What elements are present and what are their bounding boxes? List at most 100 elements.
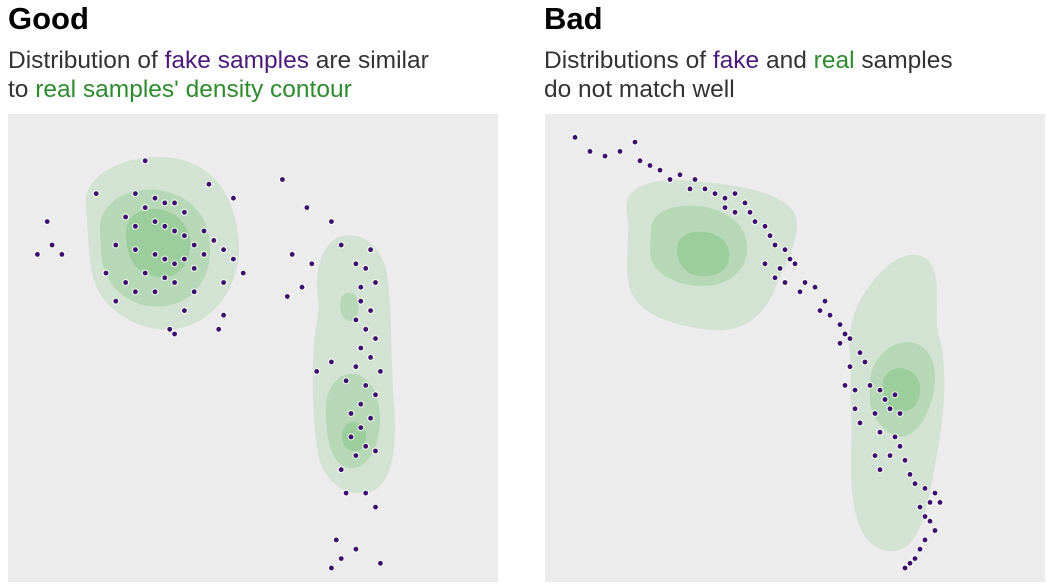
fake-sample-point <box>142 158 148 164</box>
real-samples-label: real samples' density contour <box>35 76 352 103</box>
fake-sample-point <box>182 308 187 313</box>
fake-sample-point <box>358 425 364 430</box>
fake-sample-point <box>280 177 285 182</box>
fake-sample-point <box>142 205 148 210</box>
fake-sample-point <box>772 242 778 248</box>
fake-sample-point <box>329 219 334 224</box>
fake-sample-point <box>797 289 803 295</box>
fake-sample-point <box>897 443 903 449</box>
fake-samples-label: fake <box>712 47 760 74</box>
fake-sample-point <box>299 284 305 290</box>
fake-sample-point <box>152 219 158 224</box>
fake-sample-point <box>133 247 138 253</box>
fake-sample-point <box>378 369 383 374</box>
fake-sample-point <box>892 392 898 398</box>
fake-sample-point <box>353 546 359 552</box>
fake-sample-point <box>852 387 858 393</box>
density-contour-inner <box>677 231 730 277</box>
subtitle-text: samples <box>854 47 953 74</box>
panel-title: Good <box>8 1 89 36</box>
fake-sample-point <box>932 528 938 533</box>
fake-sample-point <box>338 242 344 248</box>
fake-sample-point <box>284 294 290 299</box>
density-contour-outer <box>626 180 797 331</box>
fake-sample-point <box>363 326 369 332</box>
fake-sample-point <box>133 191 138 196</box>
fake-sample-point <box>172 228 178 234</box>
fake-sample-point <box>842 383 848 388</box>
fake-sample-point <box>172 280 178 285</box>
panel-subtitle: Distributions of fake and real samples d… <box>544 46 953 104</box>
fake-sample-point <box>657 167 663 173</box>
fake-sample-point <box>358 298 364 304</box>
fake-sample-point <box>692 177 698 182</box>
fake-sample-point <box>201 228 207 234</box>
fake-sample-point <box>329 565 334 571</box>
fake-sample-point <box>762 261 768 267</box>
fake-samples <box>33 157 384 572</box>
fake-sample-point <box>314 369 320 374</box>
fake-sample-point <box>907 472 913 477</box>
fake-sample-point <box>182 256 187 262</box>
fake-sample-point <box>240 270 246 276</box>
fake-sample-point <box>792 261 798 267</box>
fake-sample-point <box>373 336 378 341</box>
fake-sample-point <box>113 242 119 248</box>
fake-sample-point <box>902 457 908 463</box>
fake-sample-point <box>133 223 138 229</box>
fake-sample-point <box>93 191 99 196</box>
fake-sample-point <box>231 195 236 201</box>
fake-sample-point <box>35 252 40 257</box>
fake-sample-point <box>368 415 373 421</box>
fake-sample-point <box>152 289 158 295</box>
scatter-plot-good <box>8 114 498 582</box>
fake-sample-point <box>167 326 173 332</box>
fake-sample-point <box>368 247 373 253</box>
fake-sample-point <box>712 191 718 196</box>
fake-sample-point <box>857 420 863 426</box>
fake-sample-point <box>742 200 748 206</box>
fake-sample-point <box>872 411 878 416</box>
fake-sample-point <box>862 359 868 365</box>
fake-sample-point <box>687 186 693 192</box>
fake-sample-point <box>358 284 364 290</box>
fake-sample-point <box>172 200 178 206</box>
fake-sample-point <box>817 308 823 313</box>
fake-sample-point <box>172 261 178 267</box>
fake-sample-point <box>373 448 378 454</box>
fake-sample-point <box>103 270 109 276</box>
fake-sample-point <box>602 153 608 159</box>
fake-sample-point <box>882 397 888 402</box>
density-contour-outer <box>85 157 240 330</box>
fake-sample-point <box>847 364 853 370</box>
fake-sample-point <box>912 481 918 487</box>
fake-sample-point <box>343 490 349 496</box>
fake-sample-point <box>162 223 168 229</box>
fake-sample-point <box>363 383 369 388</box>
fake-sample-point <box>887 453 893 458</box>
fake-sample-point <box>123 214 128 220</box>
fake-sample-point <box>587 149 593 154</box>
fake-sample-point <box>162 256 168 262</box>
fake-sample-point <box>289 252 295 257</box>
fake-sample-point <box>937 500 943 505</box>
density-contour-mid <box>870 342 936 437</box>
fake-sample-point <box>837 340 843 346</box>
fake-sample-point <box>59 252 65 257</box>
fake-sample-point <box>358 345 364 351</box>
fake-sample-point <box>348 411 354 416</box>
fake-sample-point <box>329 359 334 365</box>
fake-sample-point <box>353 364 359 370</box>
fake-sample-point <box>353 317 359 323</box>
fake-sample-point <box>191 242 197 248</box>
fake-sample-point <box>922 486 928 491</box>
fake-sample-point <box>353 261 359 267</box>
density-contour-outer <box>849 254 945 552</box>
fake-sample-point <box>333 537 339 543</box>
fake-sample-point <box>912 556 918 561</box>
fake-sample-point <box>917 504 923 510</box>
fake-sample-point <box>837 322 843 327</box>
fake-sample-point <box>887 406 893 412</box>
fake-sample-point <box>373 280 378 285</box>
fake-sample-point <box>133 289 138 295</box>
